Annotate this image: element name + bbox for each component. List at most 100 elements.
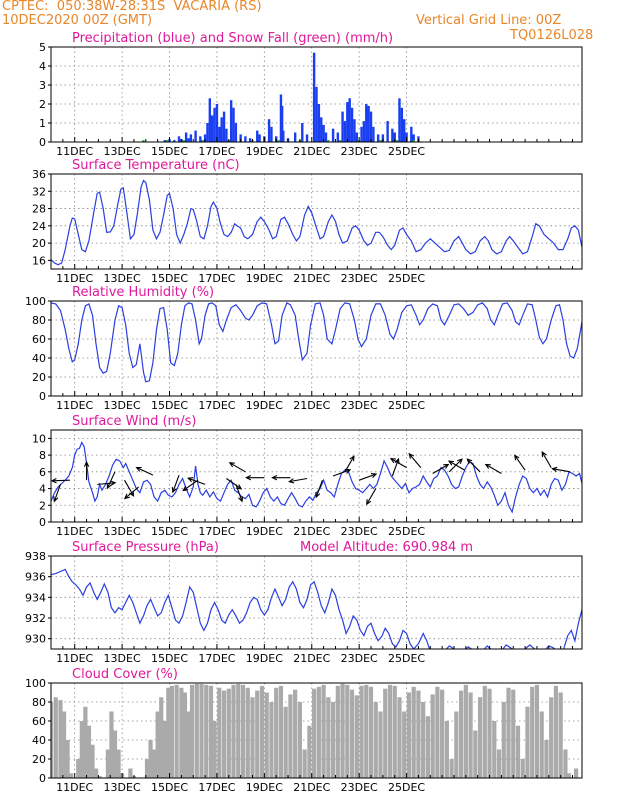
wind-arrow-head <box>51 477 57 484</box>
cloud-bar <box>444 721 449 778</box>
pres-xtick-label: 21DEC <box>293 652 330 665</box>
precip-bar <box>355 132 358 142</box>
precip-bar <box>239 134 242 142</box>
cloud-bar <box>345 684 350 778</box>
cloud-bar <box>204 684 209 778</box>
cloud-bar <box>112 730 118 778</box>
wind-ytick-label: 6 <box>39 466 46 479</box>
cloud-bar <box>109 711 114 778</box>
cloud-bar <box>259 685 265 778</box>
rh-xtick-label: 17DEC <box>198 399 235 412</box>
precip-bar <box>367 105 370 142</box>
pres-series-line <box>51 568 582 649</box>
cloud-bar <box>312 688 317 778</box>
wind-arrow-head <box>238 496 244 503</box>
cloud-bar <box>240 684 246 778</box>
wind-arrow <box>432 464 449 474</box>
precip-xtick-label: 19DEC <box>246 145 283 158</box>
cloud-bar <box>61 711 67 778</box>
cloud-bar <box>487 688 492 778</box>
header-grid-note: Vertical Grid Line: 00Z <box>416 13 562 28</box>
cloud-bar <box>155 711 160 778</box>
wind-arrow <box>172 474 180 493</box>
precip-bar <box>379 140 382 142</box>
cloud-bar <box>425 716 431 778</box>
wind-arrow <box>53 484 61 502</box>
cloud-bar <box>186 711 191 778</box>
wind-arrow-head <box>228 462 235 468</box>
precip-bar <box>350 107 354 142</box>
cloud-ytick-label: 100 <box>25 677 46 690</box>
wind-xtick-label: 19DEC <box>246 525 283 538</box>
precip-bar <box>203 134 207 142</box>
precip-bar <box>277 140 280 142</box>
cloud-bar <box>520 759 525 778</box>
wind-arrow <box>106 471 116 489</box>
wind-arrow <box>226 478 242 490</box>
cloud-bar <box>449 759 454 778</box>
cloud-bar <box>397 697 402 778</box>
precip-bar <box>400 107 404 142</box>
cloud-bar <box>482 685 487 778</box>
precip-bar <box>208 98 212 142</box>
cloud-bar <box>392 685 397 778</box>
precip-bar <box>267 119 271 142</box>
precip-xtick-label: 21DEC <box>293 145 330 158</box>
precip-xtick-label: 17DEC <box>198 145 235 158</box>
wind-arrow <box>366 488 377 505</box>
pres-subtitle: Model Altitude: 690.984 m <box>300 540 473 555</box>
wind-arrow-head <box>315 492 321 499</box>
pres-panel: Surface Pressure (hPa) Model Altitude: 69… <box>25 540 583 665</box>
header-model-code: TQ0126L028 <box>510 28 594 43</box>
temp-xtick-label: 19DEC <box>246 272 283 285</box>
rh-ytick-label: 0 <box>39 390 46 403</box>
precip-bar <box>324 132 328 142</box>
wind-xtick-label: 15DEC <box>151 525 188 538</box>
precip-bar <box>293 132 297 142</box>
wind-ytick-label: 0 <box>39 516 46 529</box>
cloud-ytick-label: 0 <box>39 772 46 785</box>
precip-bar <box>222 111 226 142</box>
cloud-bar <box>79 721 84 778</box>
wind-xtick-label: 11DEC <box>56 525 93 538</box>
wind-panel: Surface Wind (m/s) 0 2 4 6 8 10 11DEC 13DEC 15DEC… <box>32 414 583 538</box>
precip-bar <box>232 107 235 142</box>
cloud-bar <box>250 697 255 778</box>
temp-ytick-label: 32 <box>32 185 46 198</box>
cloud-bar <box>511 689 516 778</box>
rh-ytick-label: 100 <box>25 295 46 308</box>
cloud-bar <box>525 706 530 778</box>
precip-bar <box>412 140 415 142</box>
cloud-bar <box>496 749 502 778</box>
cloud-bar <box>297 702 303 778</box>
temp-xtick-label: 11DEC <box>56 272 93 285</box>
pres-xtick-label: 17DEC <box>198 652 235 665</box>
cloud-bar <box>105 749 110 778</box>
precip-bar <box>403 119 406 142</box>
wind-frame <box>50 429 583 523</box>
cloud-bar <box>340 683 345 778</box>
wind-arrow <box>408 453 422 468</box>
wind-xtick-label: 23DEC <box>341 525 378 538</box>
cloud-bar <box>226 688 231 778</box>
wind-arrow-head <box>110 480 117 486</box>
cloud-bar <box>162 721 167 778</box>
cloud-bar <box>553 685 559 778</box>
precip-bar <box>312 52 316 142</box>
rh-xtick-label: 19DEC <box>246 399 283 412</box>
wind-arrow-head <box>182 485 189 492</box>
precip-ytick-label: 2 <box>39 98 46 111</box>
precip-bar <box>315 86 318 142</box>
precip-bar <box>165 140 169 142</box>
precip-title: Precipitation (blue) and Snow Fall (gree… <box>72 31 393 46</box>
cloud-bar <box>549 697 554 778</box>
wind-arrow <box>332 469 351 477</box>
cloud-bar <box>69 773 74 778</box>
temp-xtick-label: 21DEC <box>293 272 330 285</box>
wind-arrow <box>235 484 243 502</box>
cloud-xtick-label: 19DEC <box>246 781 283 794</box>
cloud-bar <box>411 686 416 778</box>
pres-ytick-label: 938 <box>25 550 46 563</box>
cloud-title: Cloud Cover (%) <box>72 667 178 682</box>
